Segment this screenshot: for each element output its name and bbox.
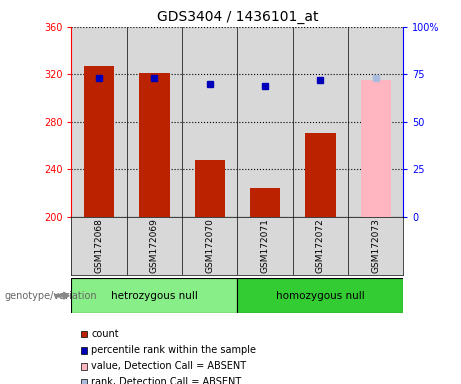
Text: count: count [91,329,119,339]
Bar [71,278,237,313]
Text: hetrozygous null: hetrozygous null [111,291,198,301]
Text: GSM172073: GSM172073 [371,218,380,273]
Text: GSM172072: GSM172072 [316,218,325,273]
Title: GDS3404 / 1436101_at: GDS3404 / 1436101_at [157,10,318,25]
Bar [237,278,403,313]
Text: rank, Detection Call = ABSENT: rank, Detection Call = ABSENT [91,377,242,384]
Bar [139,73,170,217]
Bar [195,160,225,217]
Text: genotype/variation: genotype/variation [5,291,97,301]
Text: GSM172068: GSM172068 [95,218,104,273]
Text: percentile rank within the sample: percentile rank within the sample [91,345,256,355]
Bar [305,132,336,217]
Text: GSM172071: GSM172071 [260,218,270,273]
Bar [361,80,391,217]
Text: homozygous null: homozygous null [276,291,365,301]
Text: value, Detection Call = ABSENT: value, Detection Call = ABSENT [91,361,247,371]
Text: GSM172070: GSM172070 [205,218,214,273]
Text: GSM172069: GSM172069 [150,218,159,273]
Bar [250,189,280,217]
Bar [84,66,114,217]
